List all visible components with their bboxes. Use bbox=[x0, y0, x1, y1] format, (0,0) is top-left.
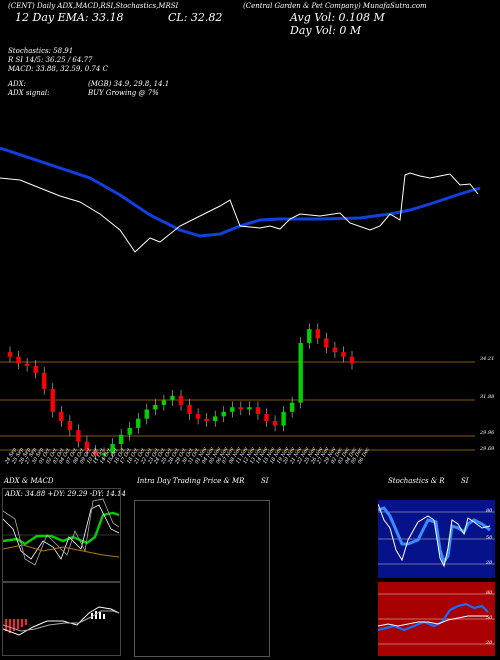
ema-line bbox=[0, 146, 481, 238]
stochastics-lines bbox=[378, 503, 495, 568]
adx-panel: ADX: 34.88 +DY: 29.29 -DY: 14.14 bbox=[2, 488, 126, 582]
macd-panel bbox=[2, 582, 121, 656]
ema-overview-chart bbox=[0, 146, 481, 253]
candle-body bbox=[67, 420, 73, 431]
candle-body bbox=[33, 365, 38, 373]
adx-lines bbox=[3, 498, 120, 566]
adx-signal-value: BUY Growing @ 7% bbox=[88, 89, 159, 97]
candle-body bbox=[24, 363, 30, 366]
candle-body bbox=[153, 404, 158, 410]
candle-body bbox=[42, 372, 47, 389]
candle-body bbox=[264, 414, 269, 421]
candle-body bbox=[16, 356, 21, 364]
stoch-level-50: 50 bbox=[486, 535, 493, 541]
macd-readout: MACD: 33.88, 32.59, 0.74 C bbox=[8, 65, 108, 73]
candle-body bbox=[272, 420, 278, 426]
candle-body bbox=[247, 407, 252, 410]
price-level-3: 29.96 bbox=[480, 430, 495, 436]
candle-body bbox=[178, 395, 184, 405]
candle-body bbox=[7, 352, 13, 357]
candles-group bbox=[7, 323, 355, 460]
candle-body bbox=[221, 411, 226, 417]
rsi-panel: 80 50 20 bbox=[378, 582, 495, 656]
price-level-4: 29.69 bbox=[480, 446, 495, 452]
candle-body bbox=[341, 352, 346, 357]
adx-signal-label: ADX signal: bbox=[8, 89, 50, 97]
price-level-2: 31.88 bbox=[480, 394, 495, 400]
candle-body bbox=[136, 418, 141, 428]
stoch-level-80: 80 bbox=[486, 508, 493, 514]
stochastics-readout: Stochastics: 58.91 bbox=[8, 47, 74, 55]
rsi-level-80: 80 bbox=[486, 590, 493, 596]
candle-body bbox=[144, 409, 149, 419]
candle-body bbox=[170, 395, 175, 401]
candle-body bbox=[213, 416, 218, 421]
candle-body bbox=[84, 441, 90, 451]
candle-body bbox=[50, 388, 55, 412]
rsi-lines bbox=[378, 593, 495, 645]
ema-label: 12 Day EMA: 33.18 bbox=[15, 11, 124, 24]
price-line bbox=[0, 172, 479, 253]
candle-body bbox=[76, 430, 81, 442]
candle-body bbox=[127, 427, 132, 435]
adx-readout: ADX: bbox=[8, 80, 27, 88]
close-label: CL: 32.82 bbox=[168, 11, 223, 24]
price-chart bbox=[0, 323, 475, 460]
candle-body bbox=[349, 356, 355, 364]
header-mid: (Central Garden & Pet C bbox=[243, 2, 331, 10]
candle-body bbox=[289, 402, 295, 412]
candle-body bbox=[204, 418, 209, 421]
candle-body bbox=[298, 342, 303, 403]
avg-vol-label: Avg Vol: 0.108 M bbox=[290, 11, 385, 24]
candle-body bbox=[118, 434, 124, 444]
intraday-title-right: SI bbox=[261, 477, 269, 485]
candle-body bbox=[255, 407, 261, 415]
candle-body bbox=[324, 338, 329, 348]
adx-values: (MGB) 34.9, 29.8, 14.1 bbox=[88, 80, 170, 88]
candle-body bbox=[161, 400, 167, 405]
adx-macd-title: ADX & MACD bbox=[4, 477, 54, 485]
macd-lines bbox=[3, 606, 120, 636]
candle-body bbox=[93, 450, 98, 456]
day-vol-label: Day Vol: 0 M bbox=[290, 24, 362, 37]
stoch-rsi-title-right: SI bbox=[461, 477, 469, 485]
header-right: ompany) MunafaSutra.com bbox=[330, 2, 427, 10]
candle-body bbox=[195, 414, 201, 419]
rsi-level-20: 20 bbox=[486, 640, 493, 646]
rsi-level-50: 50 bbox=[486, 615, 493, 621]
candle-body bbox=[59, 411, 64, 421]
price-level-1: 34.21 bbox=[480, 356, 495, 362]
stoch-level-20: 20 bbox=[486, 560, 493, 566]
candle-body bbox=[332, 347, 338, 353]
rsi-readout: R SI 14/5: 36.25 / 64.77 bbox=[8, 56, 93, 64]
header-left: (CENT) Daily ADX,MACD,RSI,Stochastics,MR… bbox=[8, 2, 179, 10]
date-axis: 24 Sep 25 Sep 26 Sep 27 Sep 30 Sep 01 Oct 02 O… bbox=[0, 446, 371, 474]
adx-panel-values: ADX: 34.88 +DY: 29.29 -DY: 14.14 bbox=[5, 490, 126, 498]
candle-body bbox=[315, 329, 320, 339]
intraday-panel bbox=[134, 500, 270, 657]
stochastics-panel: 80 50 20 bbox=[378, 500, 495, 578]
candle-body bbox=[110, 443, 115, 454]
intraday-title: Intra Day Trading Price & MR bbox=[137, 477, 245, 485]
candle-body bbox=[101, 453, 107, 456]
candle-body bbox=[238, 407, 244, 410]
candle-body bbox=[230, 407, 235, 412]
candle-body bbox=[281, 411, 286, 426]
candle-body bbox=[187, 404, 192, 415]
candle-body bbox=[307, 329, 312, 343]
stoch-rsi-title: Stochastics & R bbox=[388, 477, 445, 485]
